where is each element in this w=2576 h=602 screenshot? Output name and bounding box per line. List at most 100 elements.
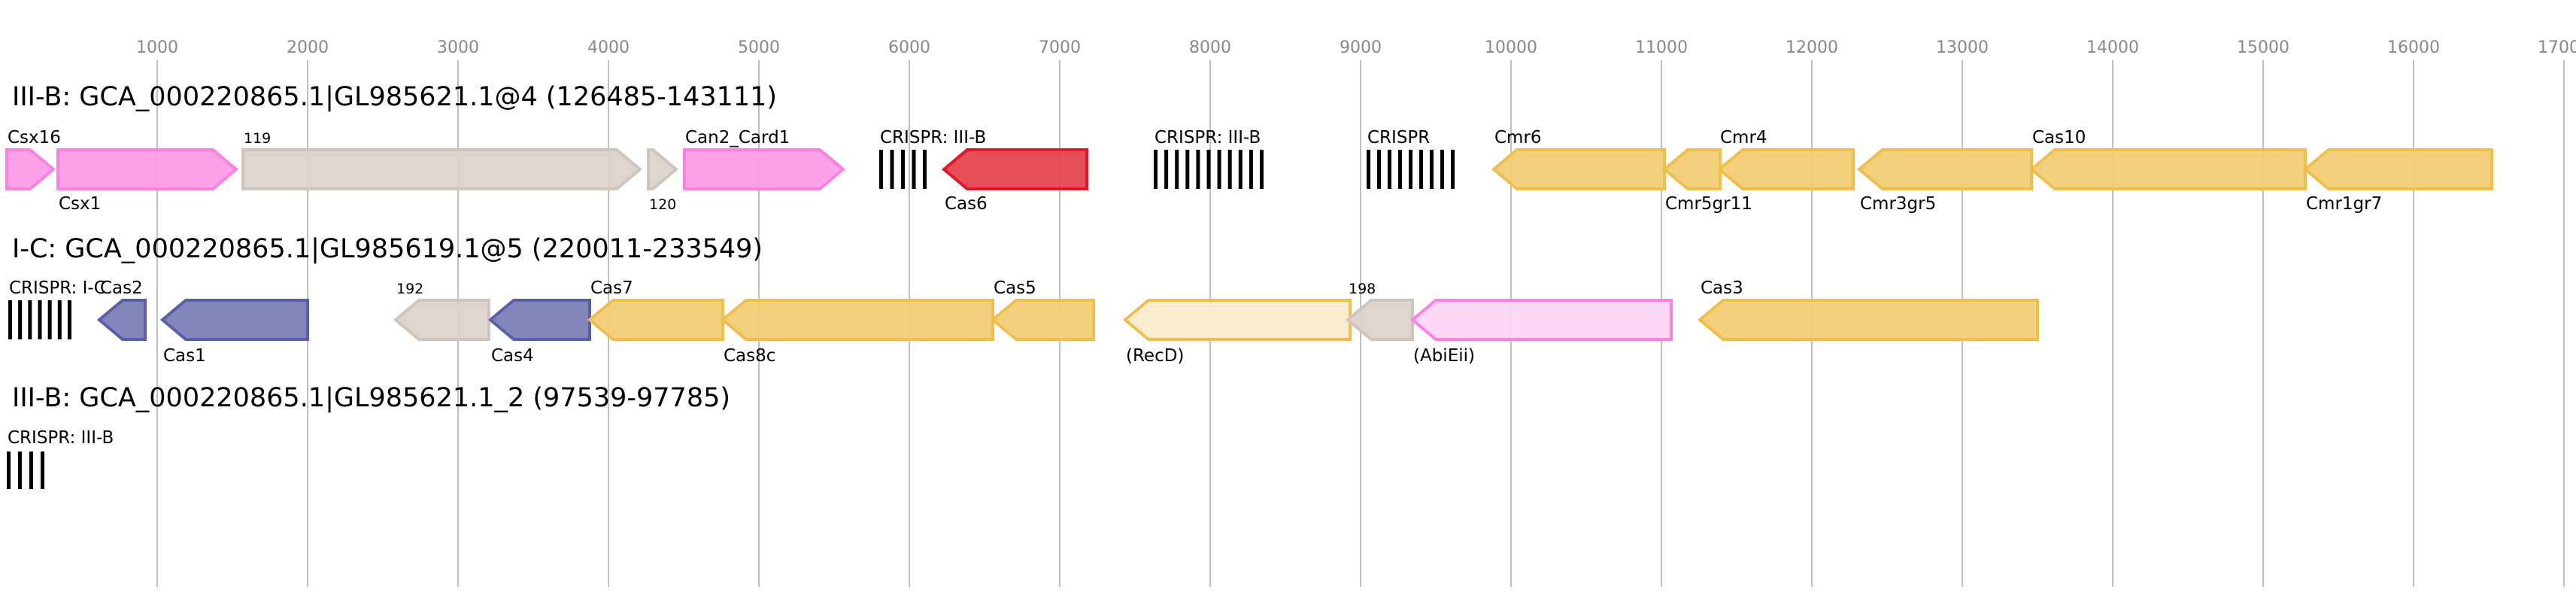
gene-arrow[interactable]: Cas1 [159, 299, 309, 366]
cluster-title: III-B: GCA_000220865.1|GL985621.1_2 (975… [12, 383, 730, 413]
gene-arrow[interactable]: Cas7 [587, 278, 724, 341]
gene-label: Cas10 [2032, 128, 2086, 147]
gene-label: Cas6 [945, 194, 988, 214]
gene-arrow[interactable]: Csx1 [56, 148, 239, 214]
axis-tick-label: 5000 [738, 38, 780, 57]
gene-label: Cmr4 [1720, 128, 1767, 147]
gene-shape [56, 148, 239, 190]
crispr-repeat [1164, 150, 1169, 189]
crispr-array[interactable]: CRISPR: III-B [7, 428, 114, 489]
axis-tick-label: 15000 [2237, 38, 2289, 57]
gene-arrow[interactable]: Cas8c [720, 299, 994, 366]
gene-label: Can2_Card1 [685, 128, 790, 147]
gene-shape [1345, 299, 1414, 341]
crispr-array[interactable]: CRISPR: III-B [1154, 128, 1264, 189]
gene-label: Cas1 [163, 346, 206, 366]
crispr-repeat [28, 300, 32, 339]
axis-tick-label: 10000 [1485, 38, 1537, 57]
gene-shape [96, 299, 147, 341]
crispr-repeat [901, 150, 905, 189]
gene-arrow[interactable]: Cmr3gr5 [1856, 148, 2033, 214]
gene-label: Cmr6 [1494, 128, 1542, 147]
gene-shape [241, 148, 643, 190]
axis-tick-label: 8000 [1189, 38, 1231, 57]
crispr-label: CRISPR: III-B [880, 128, 986, 147]
gene-arrow[interactable]: Csx16 [5, 128, 61, 190]
gene-arrow[interactable]: Cas10 [2028, 128, 2307, 190]
crispr-label: CRISPR: III-B [1154, 128, 1261, 147]
gene-label: Csx1 [59, 194, 101, 214]
gene-shape [1697, 299, 2039, 341]
gene-arrow[interactable]: 120 [647, 148, 679, 213]
gene-arrow[interactable]: (RecD) [1122, 299, 1352, 366]
crispr-repeat [1377, 150, 1381, 189]
gene-shape [1661, 148, 1722, 190]
crispr-repeat [1260, 150, 1264, 189]
crispr-repeat [41, 451, 44, 489]
crispr-repeat [890, 150, 894, 189]
gene-arrow[interactable]: 119 [241, 130, 643, 190]
gene-arrow[interactable]: Cmr5gr11 [1661, 148, 1752, 214]
gene-arrow[interactable]: Cas4 [487, 299, 591, 366]
axis-tick-label: 2000 [287, 38, 329, 57]
crispr-label: CRISPR: III-B [8, 428, 114, 448]
axis-tick-label: 1000 [136, 38, 178, 57]
crispr-repeat [29, 451, 33, 489]
gene-shape [720, 299, 994, 341]
gene-shape [487, 299, 591, 341]
cluster-row: I-C: GCA_000220865.1|GL985619.1@5 (22001… [8, 234, 2039, 366]
crispr-repeat [8, 300, 12, 339]
axis-tick-label: 9000 [1340, 38, 1382, 57]
gene-shape [2302, 148, 2493, 190]
crispr-array[interactable]: CRISPR: III-B [879, 128, 986, 189]
crispr-repeat [1398, 150, 1402, 189]
crispr-repeat [912, 150, 916, 189]
gene-arrow[interactable]: 198 [1345, 281, 1414, 341]
gene-shape [1856, 148, 2033, 190]
crispr-repeat [1440, 150, 1444, 189]
crispr-label: CRISPR: I-C [9, 278, 106, 298]
crispr-repeat [1227, 150, 1232, 189]
crispr-repeat [57, 300, 62, 339]
gene-label: Cmr3gr5 [1860, 194, 1936, 214]
gene-shape [1409, 299, 1673, 341]
gene-label: Cas2 [100, 278, 143, 298]
cluster-title: I-C: GCA_000220865.1|GL985619.1@5 (22001… [12, 234, 763, 264]
gene-label: (RecD) [1126, 346, 1184, 366]
gene-label: Csx16 [8, 128, 61, 147]
gene-label: 198 [1349, 281, 1376, 297]
crispr-array[interactable]: CRISPR [1367, 128, 1455, 189]
cluster-row: III-B: GCA_000220865.1|GL985621.1@4 (126… [5, 82, 2493, 214]
gene-arrow[interactable]: Can2_Card1 [683, 128, 846, 190]
gene-label: 120 [649, 196, 676, 213]
gene-arrow[interactable]: Cas3 [1697, 278, 2039, 341]
gene-label: (AbiEii) [1413, 346, 1475, 366]
crispr-repeat [1154, 150, 1158, 189]
gene-arrow[interactable]: Cmr1gr7 [2302, 148, 2493, 214]
crispr-repeat [1175, 150, 1179, 189]
crispr-repeat [18, 300, 23, 339]
gene-label: Cmr5gr11 [1665, 194, 1752, 214]
gene-shape [1716, 148, 1855, 190]
gene-arrow[interactable]: Cas5 [990, 278, 1095, 341]
gene-arrow[interactable]: (AbiEii) [1409, 299, 1673, 366]
gene-arrow[interactable]: Cmr4 [1716, 128, 1855, 190]
axis-tick-label: 13000 [1936, 38, 1989, 57]
gene-shape [393, 299, 490, 341]
gene-label: 119 [244, 130, 271, 147]
crispr-repeat [68, 300, 71, 339]
crispr-repeat [18, 451, 22, 489]
crispr-repeat [1185, 150, 1190, 189]
gene-arrow[interactable]: 192 [393, 281, 490, 341]
axis-tick-label: 17000 [2538, 38, 2576, 57]
gene-arrow[interactable]: Cas6 [941, 148, 1088, 214]
crispr-repeat [1249, 150, 1253, 189]
gene-label: Cas7 [590, 278, 633, 298]
crispr-repeat [38, 300, 42, 339]
crispr-array[interactable]: CRISPR: I-C [8, 278, 106, 339]
gene-arrow[interactable]: Cas2 [96, 278, 147, 341]
cluster-title: III-B: GCA_000220865.1|GL985621.1@4 (126… [12, 82, 777, 112]
gene-label: Cas5 [994, 278, 1036, 298]
gene-arrow[interactable]: Cmr6 [1491, 128, 1666, 190]
